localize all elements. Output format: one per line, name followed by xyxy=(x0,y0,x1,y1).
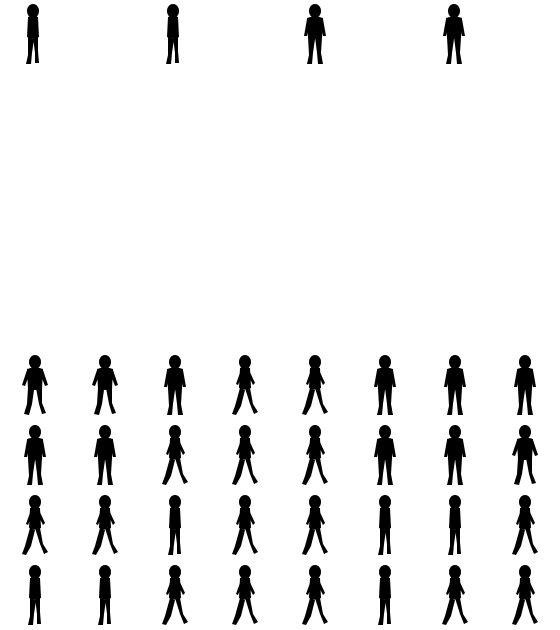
walking-person-silhouette-icon xyxy=(434,2,474,68)
walking-person-silhouette-icon xyxy=(435,563,475,629)
walking-person-silhouette-icon xyxy=(365,353,405,419)
walking-person-silhouette-icon xyxy=(295,423,335,489)
walking-person-silhouette-icon xyxy=(85,353,125,419)
walking-person-silhouette-icon xyxy=(435,493,475,559)
walking-person-silhouette-icon xyxy=(155,423,195,489)
walking-person-silhouette-icon xyxy=(505,353,545,419)
walking-person-silhouette-icon xyxy=(505,493,545,559)
walking-person-silhouette-icon xyxy=(225,423,265,489)
walking-person-silhouette-icon xyxy=(225,493,265,559)
walking-person-silhouette-icon xyxy=(505,563,545,629)
walking-person-silhouette-icon xyxy=(153,2,193,68)
walking-person-silhouette-icon xyxy=(365,563,405,629)
walking-person-silhouette-icon xyxy=(13,2,53,68)
walking-person-silhouette-icon xyxy=(505,423,545,489)
walking-person-silhouette-icon xyxy=(85,563,125,629)
walking-person-silhouette-icon xyxy=(435,353,475,419)
walking-person-silhouette-icon xyxy=(365,493,405,559)
walking-person-silhouette-icon xyxy=(155,563,195,629)
walking-person-silhouette-icon xyxy=(15,353,55,419)
walking-person-silhouette-icon xyxy=(295,2,335,68)
walking-person-silhouette-icon xyxy=(435,423,475,489)
walking-person-silhouette-icon xyxy=(295,563,335,629)
walking-person-silhouette-icon xyxy=(15,493,55,559)
walking-person-silhouette-icon xyxy=(85,493,125,559)
walking-person-silhouette-icon xyxy=(15,423,55,489)
walking-person-silhouette-icon xyxy=(15,563,55,629)
walking-person-silhouette-icon xyxy=(155,493,195,559)
walking-person-silhouette-icon xyxy=(225,353,265,419)
walking-person-silhouette-icon xyxy=(225,563,265,629)
walking-person-silhouette-icon xyxy=(85,423,125,489)
walking-person-silhouette-icon xyxy=(365,423,405,489)
walking-person-silhouette-icon xyxy=(155,353,195,419)
walking-person-silhouette-icon xyxy=(295,493,335,559)
walking-person-silhouette-icon xyxy=(295,353,335,419)
